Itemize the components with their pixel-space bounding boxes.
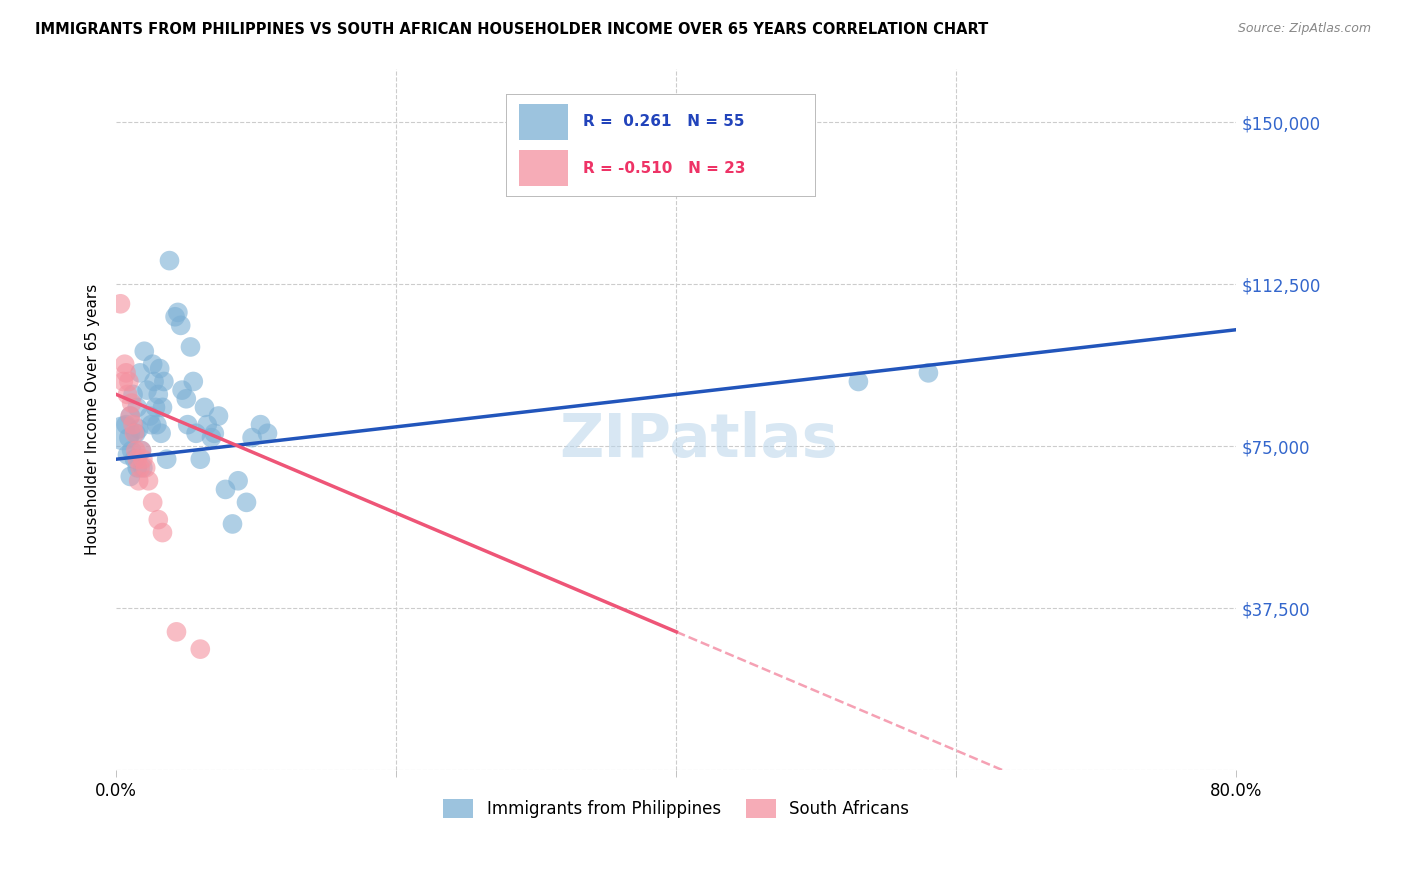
- Point: [142, 495, 165, 509]
- Point: [121, 396, 143, 410]
- Text: R =  0.261   N = 55: R = 0.261 N = 55: [583, 114, 745, 129]
- Point: [139, 409, 162, 423]
- Point: [176, 417, 198, 432]
- Bar: [519, 150, 568, 186]
- Point: [124, 426, 146, 441]
- Point: [165, 310, 187, 324]
- Point: [249, 417, 271, 432]
- Point: [235, 495, 257, 509]
- Point: [200, 431, 222, 445]
- Point: [156, 452, 179, 467]
- Point: [256, 426, 278, 441]
- Bar: [519, 104, 568, 140]
- Point: [118, 431, 141, 445]
- Point: [214, 483, 236, 497]
- Point: [174, 392, 197, 406]
- Text: ZIPatlas: ZIPatlas: [560, 411, 838, 470]
- Point: [193, 401, 215, 415]
- Point: [207, 409, 229, 423]
- Point: [141, 417, 163, 432]
- Point: [125, 443, 148, 458]
- Point: [145, 401, 167, 415]
- Point: [132, 460, 155, 475]
- Point: [128, 422, 150, 436]
- Point: [110, 297, 132, 311]
- Point: [120, 409, 142, 423]
- Point: [132, 452, 155, 467]
- Text: IMMIGRANTS FROM PHILIPPINES VS SOUTH AFRICAN HOUSEHOLDER INCOME OVER 65 YEARS CO: IMMIGRANTS FROM PHILIPPINES VS SOUTH AFR…: [35, 22, 988, 37]
- Point: [112, 426, 135, 441]
- Point: [159, 253, 181, 268]
- Point: [181, 375, 204, 389]
- Point: [128, 474, 150, 488]
- Point: [188, 642, 211, 657]
- Point: [188, 452, 211, 467]
- Point: [152, 401, 174, 415]
- Point: [129, 460, 152, 475]
- Point: [146, 417, 169, 432]
- Point: [134, 344, 156, 359]
- Point: [114, 357, 136, 371]
- Point: [127, 401, 149, 415]
- Point: [138, 474, 160, 488]
- Point: [115, 417, 138, 432]
- Point: [131, 443, 153, 458]
- Point: [120, 409, 142, 423]
- Point: [143, 375, 166, 389]
- Point: [136, 383, 159, 397]
- Point: [127, 452, 149, 467]
- Point: [112, 375, 135, 389]
- Point: [148, 387, 170, 401]
- Point: [125, 426, 148, 441]
- Point: [202, 426, 225, 441]
- Point: [120, 469, 142, 483]
- Point: [221, 516, 243, 531]
- Point: [170, 318, 193, 333]
- Point: [122, 387, 145, 401]
- Point: [129, 366, 152, 380]
- Point: [117, 387, 139, 401]
- Point: [848, 375, 870, 389]
- Point: [179, 340, 201, 354]
- Point: [115, 366, 138, 380]
- Text: R = -0.510   N = 23: R = -0.510 N = 23: [583, 161, 747, 176]
- Point: [917, 366, 939, 380]
- Point: [153, 375, 176, 389]
- Y-axis label: Householder Income Over 65 years: Householder Income Over 65 years: [86, 284, 100, 555]
- Point: [172, 383, 194, 397]
- Point: [127, 460, 149, 475]
- Point: [166, 624, 188, 639]
- Point: [117, 448, 139, 462]
- Point: [167, 305, 190, 319]
- Point: [149, 361, 172, 376]
- Point: [118, 375, 141, 389]
- Point: [142, 357, 165, 371]
- Point: [124, 452, 146, 467]
- Text: Source: ZipAtlas.com: Source: ZipAtlas.com: [1237, 22, 1371, 36]
- Point: [150, 426, 173, 441]
- Point: [195, 417, 218, 432]
- Point: [148, 513, 170, 527]
- Point: [131, 443, 153, 458]
- Point: [152, 525, 174, 540]
- Point: [184, 426, 207, 441]
- Legend: Immigrants from Philippines, South Africans: Immigrants from Philippines, South Afric…: [437, 793, 915, 825]
- Point: [240, 431, 263, 445]
- Point: [122, 417, 145, 432]
- Point: [121, 443, 143, 458]
- Point: [226, 474, 249, 488]
- Point: [135, 460, 157, 475]
